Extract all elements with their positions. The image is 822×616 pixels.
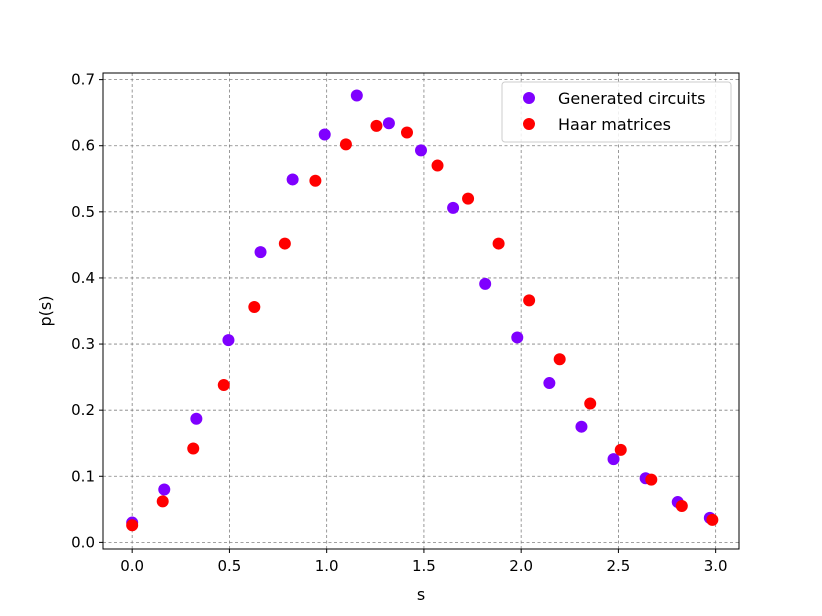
legend: Generated circuits Haar matrices (501, 81, 732, 143)
x-tick-label: 2.5 (606, 557, 630, 575)
data-point (254, 246, 267, 259)
x-tick-label: 3.0 (704, 557, 728, 575)
data-point (607, 453, 620, 466)
legend-box (501, 81, 732, 143)
data-point (400, 126, 413, 139)
data-point (511, 331, 524, 344)
legend-label: Generated circuits (558, 89, 705, 108)
y-axis-label: p(s) (36, 296, 55, 327)
data-point (553, 353, 566, 366)
data-point (222, 334, 235, 347)
x-axis-label: s (417, 585, 425, 604)
series-layer (126, 89, 719, 532)
grid (103, 73, 739, 549)
y-tick-label: 0.5 (71, 203, 95, 221)
data-point (156, 495, 169, 508)
data-point (447, 201, 460, 214)
data-point (158, 483, 171, 496)
data-point (190, 412, 203, 425)
data-point (492, 237, 505, 250)
data-point (479, 277, 492, 290)
x-tick-label: 1.0 (315, 557, 339, 575)
y-tick-label: 0.7 (71, 71, 95, 89)
data-point (584, 397, 597, 410)
data-point (309, 174, 322, 187)
data-point (126, 519, 139, 532)
data-point (706, 513, 719, 526)
data-point (217, 379, 230, 392)
data-point (318, 128, 331, 141)
y-tick-label: 0.0 (71, 533, 95, 551)
data-point (248, 301, 261, 314)
data-point (614, 443, 627, 456)
x-tick-label: 0.0 (120, 557, 144, 575)
y-tick-label: 0.2 (71, 401, 95, 419)
data-point (523, 294, 536, 307)
ticks: 0.0 0.5 1.0 1.5 2.0 2.5 3.0 0.0 0.1 0.2 0.3 0.4 0.5 0… (71, 71, 727, 575)
data-point (675, 500, 688, 513)
y-tick-label: 0.6 (71, 137, 95, 155)
data-point (415, 144, 427, 157)
legend-marker (523, 92, 535, 104)
data-point (462, 192, 475, 205)
data-point (286, 173, 299, 186)
data-point (370, 119, 383, 132)
plot-frame (102, 72, 740, 550)
data-point (187, 442, 200, 455)
data-point (431, 159, 444, 172)
y-tick-label: 0.4 (71, 269, 95, 287)
legend-label: Haar matrices (558, 115, 671, 134)
series-1 (126, 89, 716, 529)
series-2 (126, 119, 719, 532)
legend-marker (523, 118, 535, 130)
data-point (278, 237, 291, 250)
x-tick-label: 2.0 (509, 557, 533, 575)
data-point (350, 89, 363, 102)
data-point (339, 138, 352, 151)
x-tick-label: 0.5 (217, 557, 241, 575)
x-tick-label: 1.5 (412, 557, 436, 575)
y-tick-label: 0.3 (71, 335, 95, 353)
data-point (575, 420, 588, 433)
y-tick-label: 0.1 (71, 467, 95, 485)
data-point (645, 473, 658, 486)
data-point (543, 377, 556, 390)
data-point (382, 117, 395, 130)
